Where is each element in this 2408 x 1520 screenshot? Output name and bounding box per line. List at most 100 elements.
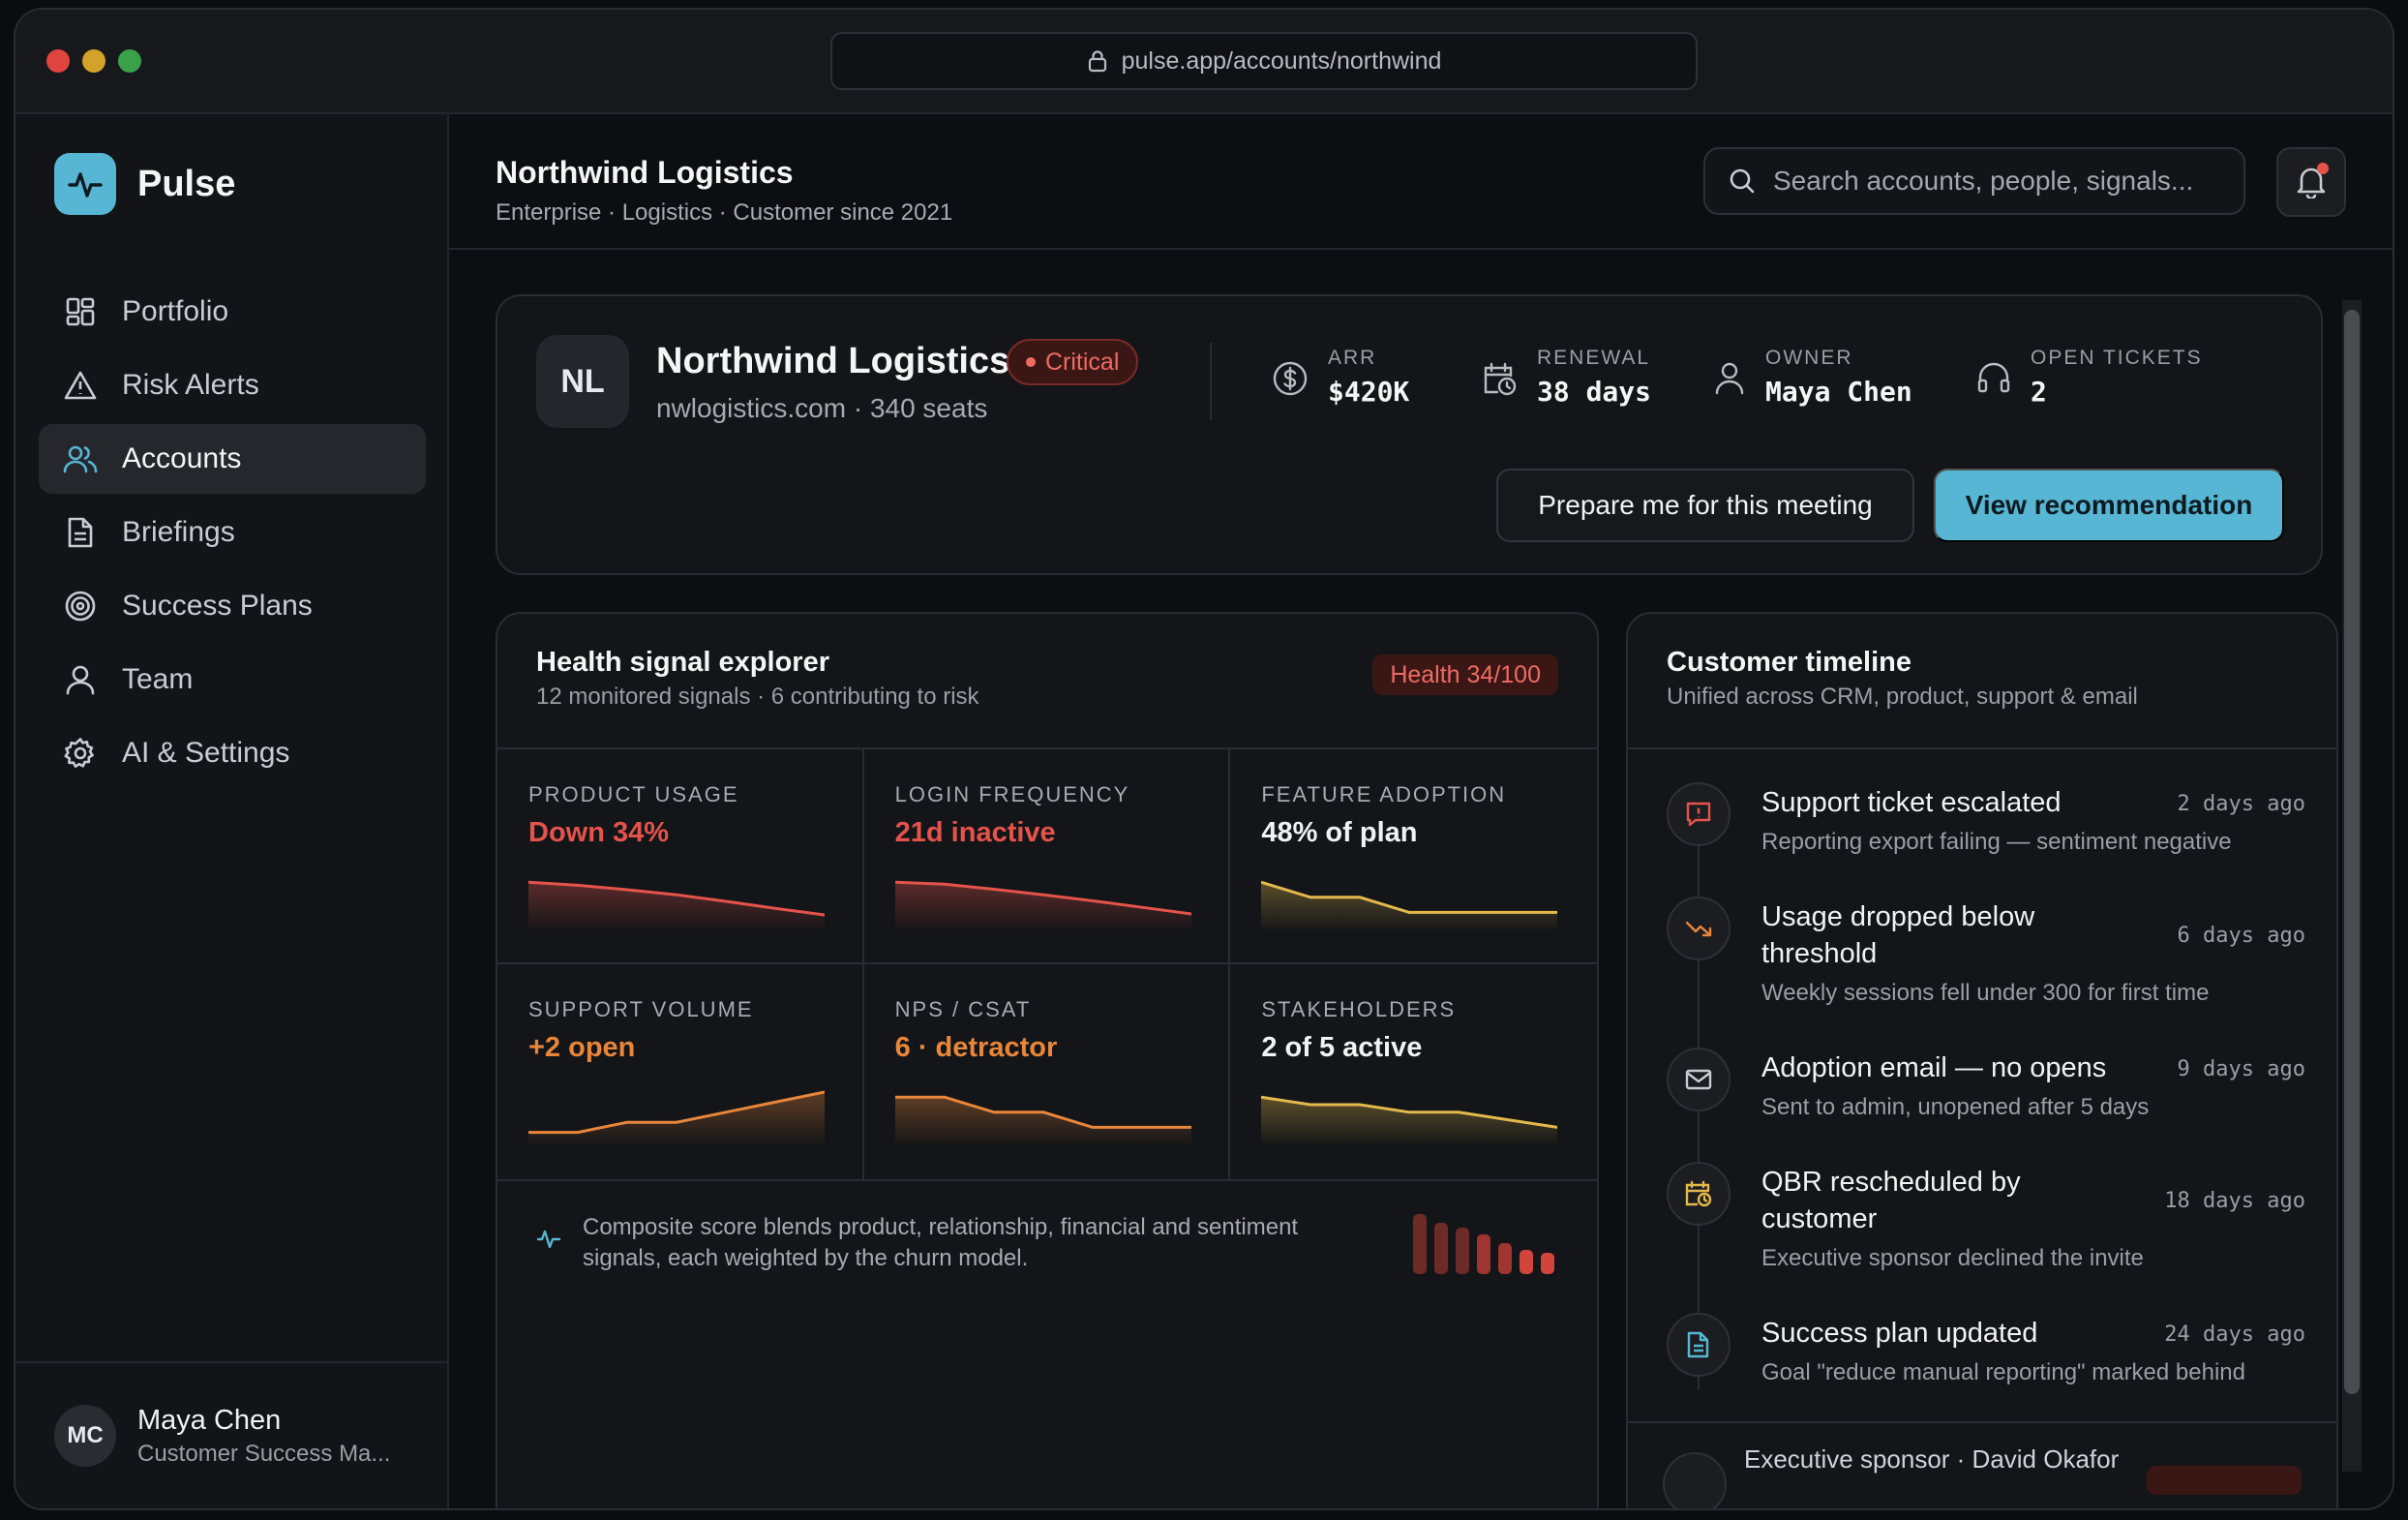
sparkline-area [528, 1092, 825, 1146]
account-summary-card: NL Northwind Logistics Critical nwlogist… [496, 294, 2323, 575]
title-bar: pulse.app/accounts/northwind [15, 10, 2393, 114]
event-title: Support ticket escalated [1761, 787, 2062, 818]
kpi-value: $420K [1328, 376, 1410, 408]
signal-label: NPS / CSAT [894, 997, 1032, 1021]
kpi-label: OWNER [1765, 347, 1853, 369]
user-role: Customer Success Ma... [137, 1440, 391, 1467]
signal-support-volume[interactable]: SUPPORT VOLUME +2 open [497, 964, 864, 1179]
signal-label: PRODUCT USAGE [528, 782, 739, 806]
kpi-label: RENEWAL [1537, 347, 1651, 369]
sparkline [1261, 880, 1558, 931]
signal-nps-csat[interactable]: NPS / CSAT 6 · detractor [864, 964, 1231, 1179]
trending-down-icon [1667, 897, 1731, 960]
event-time: 2 days ago [2177, 792, 2305, 816]
sparkline-line [528, 880, 825, 917]
signal-stakeholders[interactable]: STAKEHOLDERS 2 of 5 active [1230, 964, 1597, 1179]
status-label: Critical [1045, 348, 1120, 376]
sparkline-line [1261, 1095, 1558, 1129]
sparkline-area [1261, 882, 1558, 931]
signal-label: STAKEHOLDERS [1261, 997, 1457, 1021]
sidebar-item-team[interactable]: Team [39, 645, 426, 714]
close-window-button[interactable] [46, 49, 70, 73]
page-subtitle: Enterprise · Logistics · Customer since … [496, 199, 953, 226]
event-title: Usage dropped below threshold [1761, 901, 2035, 969]
kpi-value: 2 [2031, 376, 2047, 408]
prepare-meeting-button[interactable]: Prepare me for this meeting [1496, 469, 1914, 542]
weight-bar [1434, 1223, 1448, 1274]
user-icon [1715, 362, 1744, 395]
panel-title: Customer timeline [1667, 647, 1911, 678]
user-icon [62, 661, 99, 698]
account-meta: nwlogistics.com · 340 seats [656, 393, 988, 423]
notifications-button[interactable] [2276, 147, 2346, 217]
current-user[interactable]: MC Maya Chen Customer Success Ma... [15, 1361, 447, 1508]
weight-bars [1413, 1210, 1554, 1274]
signal-label: FEATURE ADOPTION [1261, 782, 1507, 806]
alert-message-icon [1667, 782, 1731, 846]
minimize-window-button[interactable] [82, 49, 105, 73]
sidebar-item-portfolio[interactable]: Portfolio [39, 277, 426, 347]
footer-text: Executive sponsor · David Okafor [1744, 1444, 2120, 1474]
pulse-activity-icon [536, 1230, 561, 1249]
sparkline-area [1261, 1097, 1558, 1146]
composite-note-text: Composite score blends product, relation… [583, 1214, 1299, 1271]
sparkline-line [1261, 880, 1558, 914]
signal-feature-adoption[interactable]: FEATURE ADOPTION 48% of plan [1230, 749, 1597, 964]
view-recommendation-button[interactable]: View recommendation [1934, 469, 2284, 542]
search-input[interactable]: Search accounts, people, signals... [1703, 147, 2245, 215]
sidebar-item-label: Team [122, 663, 194, 695]
search-icon [1730, 168, 1755, 194]
sidebar-item-briefings[interactable]: Briefings [39, 498, 426, 567]
health-signal-explorer: Health signal explorer 12 monitored sign… [496, 612, 1599, 1508]
sparkline [528, 880, 825, 931]
sidebar-item-ai-settings[interactable]: AI & Settings [39, 718, 426, 788]
signal-login-frequency[interactable]: LOGIN FREQUENCY 21d inactive [863, 749, 1231, 964]
signal-value: 21d inactive [894, 817, 1056, 848]
signal-product-usage[interactable]: PRODUCT USAGE Down 34% [497, 749, 864, 964]
sidebar-item-label: Success Plans [122, 590, 313, 622]
timeline-footer: Executive sponsor · David Okafor [1628, 1421, 2336, 1508]
event-description: Weekly sessions fell under 300 for first… [1761, 980, 2210, 1006]
weight-bar [1520, 1250, 1533, 1274]
kpi-label: ARR [1328, 347, 1377, 369]
sidebar-item-label: Risk Alerts [122, 369, 259, 401]
sidebar-item-success-plans[interactable]: Success Plans [39, 571, 426, 641]
dollar-icon [1273, 361, 1308, 396]
sidebar-item-label: AI & Settings [122, 737, 290, 769]
sparkline-area [528, 882, 825, 931]
calendar-clock-icon [1667, 1162, 1731, 1226]
weight-bar [1498, 1243, 1512, 1274]
page-title: Northwind Logistics [496, 155, 794, 190]
status-badge: Critical [1007, 339, 1139, 385]
signal-grid: PRODUCT USAGE Down 34% LOGIN FREQUENCY 2… [497, 747, 1597, 1181]
sparkline [528, 1090, 825, 1146]
health-score-badge: Health 34/100 [1372, 654, 1558, 695]
warning-triangle-icon [62, 367, 99, 404]
event-description: Executive sponsor declined the invite [1761, 1245, 2144, 1271]
event-title: Adoption email — no opens [1761, 1052, 2107, 1083]
divider [1210, 343, 1212, 420]
address-bar[interactable]: pulse.app/accounts/northwind [830, 32, 1698, 90]
brand-name: Pulse [137, 163, 236, 204]
weight-bar [1456, 1228, 1469, 1274]
sparkline [894, 1095, 1191, 1146]
sparkline-area [894, 1097, 1191, 1146]
users-icon [62, 441, 99, 477]
sidebar-item-risk-alerts[interactable]: Risk Alerts [39, 350, 426, 420]
scrollbar-thumb[interactable] [2344, 310, 2360, 1394]
target-icon [62, 588, 99, 624]
kpi-owner: OWNER Maya Chen [1713, 347, 1912, 408]
event-title: QBR rescheduled by customer [1761, 1167, 2021, 1234]
maximize-window-button[interactable] [118, 49, 141, 73]
signal-label: LOGIN FREQUENCY [894, 782, 1130, 806]
sidebar-item-accounts[interactable]: Accounts [39, 424, 426, 494]
status-badge [2147, 1466, 2302, 1495]
url-text: pulse.app/accounts/northwind [1121, 46, 1442, 75]
brand[interactable]: Pulse [54, 153, 235, 215]
kpi-arr: ARR $420K [1272, 347, 1409, 408]
browser-window: pulse.app/accounts/northwind MC Maya Che… [14, 8, 2394, 1510]
lock-icon [1088, 50, 1106, 73]
user-name: Maya Chen [137, 1404, 282, 1436]
customer-timeline: Customer timeline Unified across CRM, pr… [1626, 612, 2338, 1508]
avatar: MC [54, 1405, 116, 1467]
